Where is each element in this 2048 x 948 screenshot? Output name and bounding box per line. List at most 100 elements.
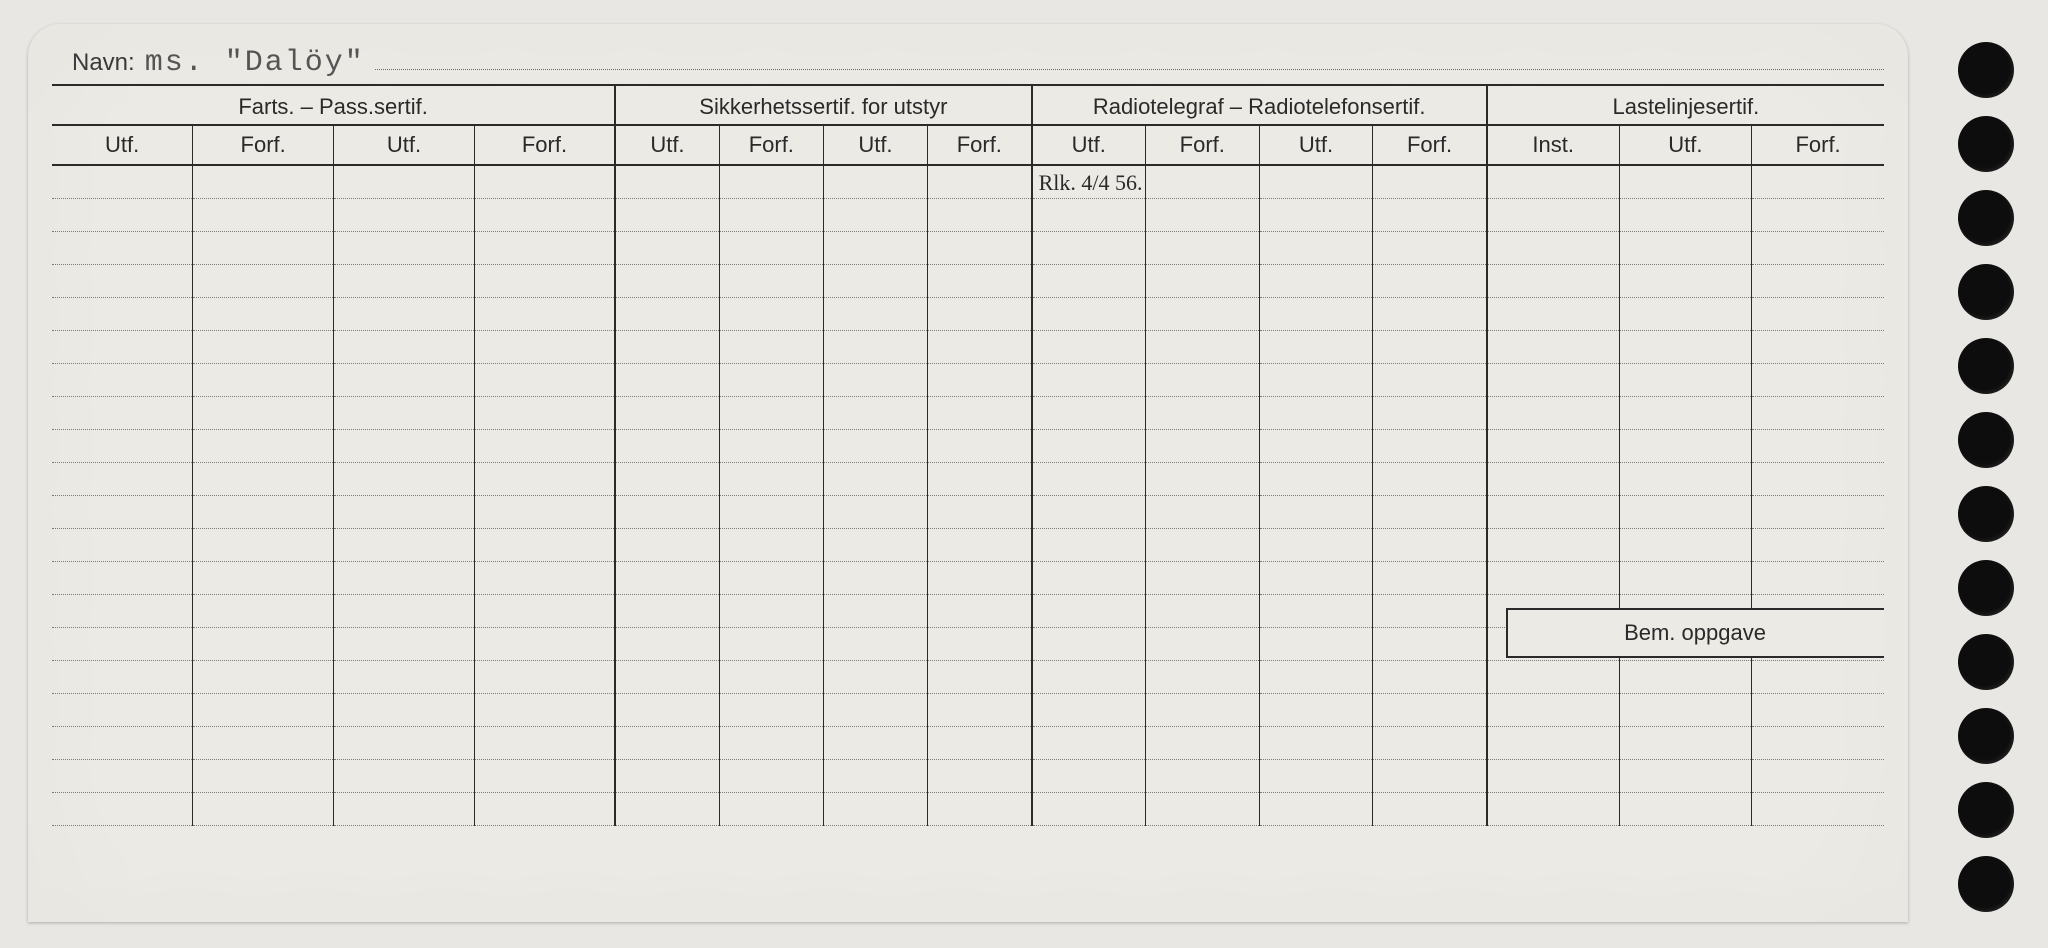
cell: [193, 330, 334, 363]
table-row: [52, 495, 1884, 528]
cell: [1619, 660, 1751, 693]
sub-header-row: Utf. Forf. Utf. Forf. Utf. Forf. Utf. Fo…: [52, 125, 1884, 165]
cell: [1145, 726, 1259, 759]
cell: [823, 627, 927, 660]
cell: [1487, 363, 1619, 396]
cell: [1259, 759, 1373, 792]
cell: [52, 462, 193, 495]
cell: [334, 231, 475, 264]
table-row: [52, 297, 1884, 330]
cell: [474, 429, 615, 462]
cell: [928, 165, 1032, 198]
col-head: Utf.: [1259, 125, 1373, 165]
index-card: Navn: ms. "Dalöy" Farts. – Pass.sertif. …: [28, 24, 1908, 922]
cell: [193, 495, 334, 528]
cell: [1373, 627, 1487, 660]
cell: [1259, 396, 1373, 429]
cell: [193, 693, 334, 726]
cell: [1373, 759, 1487, 792]
cell: [1752, 660, 1884, 693]
binder-hole: [1958, 634, 2014, 690]
cell: [1145, 528, 1259, 561]
cell: [1373, 429, 1487, 462]
cell: [928, 660, 1032, 693]
cell: [823, 726, 927, 759]
binder-hole: [1958, 264, 2014, 320]
cell: [928, 759, 1032, 792]
cell: [334, 396, 475, 429]
cell: [719, 462, 823, 495]
cell: [823, 363, 927, 396]
cell: [615, 495, 719, 528]
cell: [474, 660, 615, 693]
binder-hole: [1958, 412, 2014, 468]
cell: [928, 330, 1032, 363]
binder-hole: [1958, 42, 2014, 98]
cell: [823, 264, 927, 297]
cell: [1145, 330, 1259, 363]
cell: [1032, 561, 1146, 594]
cell: [334, 693, 475, 726]
cell: [1752, 297, 1884, 330]
cell: [1752, 693, 1884, 726]
cell: [823, 660, 927, 693]
cell: [719, 726, 823, 759]
cell: [1145, 165, 1259, 198]
cell: [823, 528, 927, 561]
cell: [1752, 198, 1884, 231]
cell: [719, 528, 823, 561]
group-header-row: Farts. – Pass.sertif. Sikkerhetssertif. …: [52, 86, 1884, 125]
name-dotted-fill: [375, 69, 1884, 70]
cell: [1487, 528, 1619, 561]
cell: [334, 462, 475, 495]
cell: [1619, 231, 1751, 264]
cell: [474, 528, 615, 561]
cell: [1032, 627, 1146, 660]
cell: Rlk. 4/4 56.: [1032, 165, 1146, 198]
cell: [1032, 792, 1146, 825]
cell: [1619, 396, 1751, 429]
cell: [719, 627, 823, 660]
cell: [719, 330, 823, 363]
cell: [1032, 759, 1146, 792]
cell: [334, 759, 475, 792]
cell: [1259, 429, 1373, 462]
cell: [928, 594, 1032, 627]
cell: [1259, 792, 1373, 825]
cell: [1487, 165, 1619, 198]
cell: [928, 429, 1032, 462]
cell: [1373, 264, 1487, 297]
cell: [334, 561, 475, 594]
cell: [1032, 693, 1146, 726]
cell: [823, 792, 927, 825]
cell: [1259, 264, 1373, 297]
cell: [615, 165, 719, 198]
cell: [334, 165, 475, 198]
table-body: Rlk. 4/4 56.: [52, 165, 1884, 825]
binder-hole: [1958, 116, 2014, 172]
cell: [1032, 462, 1146, 495]
cell: [1619, 363, 1751, 396]
binder-hole: [1958, 190, 2014, 246]
cell: [52, 693, 193, 726]
cell: [719, 759, 823, 792]
cell: [1373, 198, 1487, 231]
cell: [193, 231, 334, 264]
cell: [1259, 528, 1373, 561]
cell: [1752, 429, 1884, 462]
cell: [1145, 198, 1259, 231]
cell: [1145, 561, 1259, 594]
cell: [719, 396, 823, 429]
table-row: [52, 759, 1884, 792]
col-head: Forf.: [1752, 125, 1884, 165]
col-head: Utf.: [1619, 125, 1751, 165]
cell: [615, 363, 719, 396]
cell: [1619, 165, 1751, 198]
cell: [1619, 462, 1751, 495]
cell: [1752, 759, 1884, 792]
table-row: [52, 330, 1884, 363]
cell: [334, 792, 475, 825]
cell: [1752, 396, 1884, 429]
cell: [1752, 165, 1884, 198]
cell: [52, 594, 193, 627]
